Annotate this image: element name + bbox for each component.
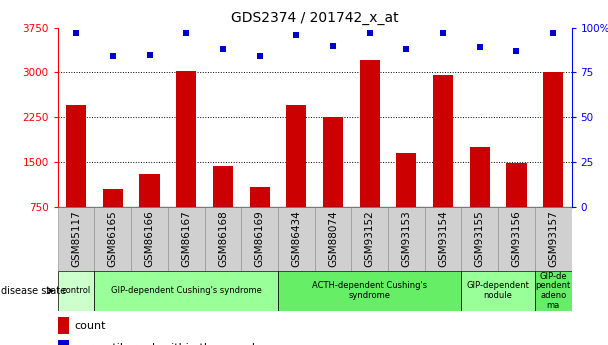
- Text: percentile rank within the sample: percentile rank within the sample: [74, 343, 262, 345]
- Bar: [535, 271, 572, 310]
- Point: [255, 53, 264, 59]
- Bar: [323, 117, 343, 252]
- Point: [145, 52, 154, 57]
- Bar: [58, 271, 94, 310]
- Bar: [213, 166, 233, 252]
- Bar: [278, 271, 461, 310]
- Bar: [359, 60, 380, 252]
- Bar: [543, 72, 563, 252]
- Point: [511, 48, 521, 54]
- Text: GSM93154: GSM93154: [438, 210, 448, 267]
- Bar: [351, 207, 388, 271]
- Text: disease state: disease state: [1, 286, 66, 296]
- Text: GIP-dependent Cushing's syndrome: GIP-dependent Cushing's syndrome: [111, 286, 261, 295]
- Bar: [139, 174, 159, 252]
- Bar: [315, 207, 351, 271]
- Point: [218, 46, 228, 52]
- Bar: [286, 105, 306, 252]
- Bar: [461, 207, 498, 271]
- Text: ACTH-dependent Cushing's
syndrome: ACTH-dependent Cushing's syndrome: [312, 281, 427, 300]
- Point: [328, 43, 338, 48]
- Point: [475, 45, 485, 50]
- Text: GSM86168: GSM86168: [218, 210, 228, 267]
- Text: GSM86165: GSM86165: [108, 210, 118, 267]
- Bar: [58, 339, 69, 345]
- Text: count: count: [74, 321, 106, 331]
- Text: GSM86167: GSM86167: [181, 210, 191, 267]
- Text: GSM93156: GSM93156: [511, 210, 522, 267]
- Text: GIP-dependent
nodule: GIP-dependent nodule: [467, 281, 530, 300]
- Text: GSM88074: GSM88074: [328, 210, 338, 267]
- Bar: [168, 207, 204, 271]
- Point: [108, 53, 118, 59]
- Text: GSM86434: GSM86434: [291, 210, 302, 267]
- Point: [401, 46, 411, 52]
- Point: [71, 30, 81, 36]
- Bar: [176, 71, 196, 252]
- Bar: [433, 75, 453, 252]
- Bar: [131, 207, 168, 271]
- Bar: [396, 153, 416, 252]
- Bar: [103, 189, 123, 252]
- Text: GSM93155: GSM93155: [475, 210, 485, 267]
- Bar: [388, 207, 425, 271]
- Text: GSM93152: GSM93152: [365, 210, 375, 267]
- Bar: [506, 163, 527, 252]
- Text: GSM86169: GSM86169: [255, 210, 264, 267]
- Bar: [94, 271, 278, 310]
- Text: GSM86166: GSM86166: [145, 210, 154, 267]
- Text: control: control: [61, 286, 91, 295]
- Bar: [278, 207, 315, 271]
- Point: [438, 30, 448, 36]
- Point: [365, 30, 375, 36]
- Bar: [470, 147, 490, 252]
- Bar: [58, 317, 69, 334]
- Bar: [241, 207, 278, 271]
- Bar: [498, 207, 535, 271]
- Bar: [94, 207, 131, 271]
- Bar: [249, 187, 270, 252]
- Point: [548, 30, 558, 36]
- Text: GIP-de
pendent
adeno
ma: GIP-de pendent adeno ma: [536, 272, 571, 310]
- Point: [181, 30, 191, 36]
- Bar: [58, 207, 94, 271]
- Bar: [425, 207, 461, 271]
- Bar: [66, 105, 86, 252]
- Bar: [204, 207, 241, 271]
- Text: GSM85117: GSM85117: [71, 210, 81, 267]
- Text: GSM93153: GSM93153: [401, 210, 412, 267]
- Bar: [535, 207, 572, 271]
- Point: [291, 32, 301, 38]
- Bar: [461, 271, 535, 310]
- Text: GSM93157: GSM93157: [548, 210, 558, 267]
- Title: GDS2374 / 201742_x_at: GDS2374 / 201742_x_at: [231, 11, 398, 25]
